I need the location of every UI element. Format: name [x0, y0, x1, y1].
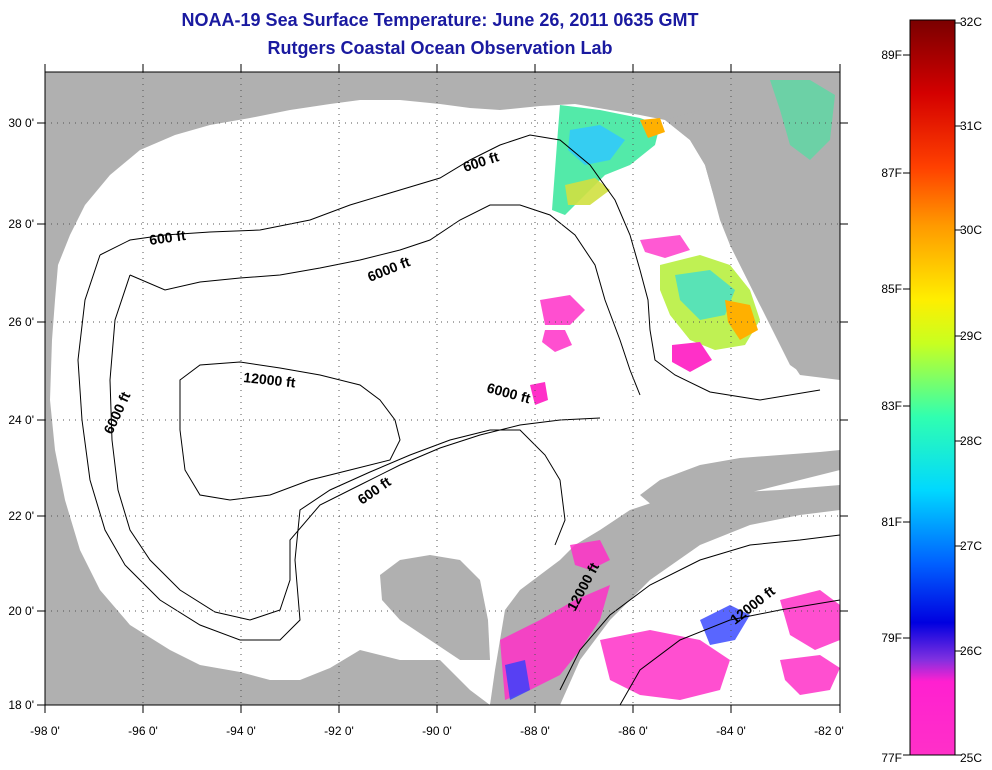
y-tick-label: 26 0'	[8, 315, 34, 329]
contour-6000ft	[129, 204, 641, 396]
celsius-label: 25C	[960, 751, 982, 765]
fahrenheit-label: 83F	[881, 399, 902, 413]
celsius-label: 31C	[960, 119, 982, 133]
fahrenheit-label: 81F	[881, 515, 902, 529]
x-tick-label: -98 0'	[30, 724, 60, 738]
fahrenheit-label: 79F	[881, 631, 902, 645]
celsius-label: 29C	[960, 329, 982, 343]
x-tick-label: -88 0'	[520, 724, 550, 738]
x-tick-label: -92 0'	[324, 724, 354, 738]
contour-caribbean	[559, 534, 840, 691]
map-title: NOAA-19 Sea Surface Temperature: June 26…	[181, 10, 699, 30]
contour-label-12000-center: 12000 ft	[243, 369, 297, 390]
x-tick-label: -94 0'	[226, 724, 256, 738]
x-tick-label: -82 0'	[814, 724, 844, 738]
y-tick-label: 20 0'	[8, 604, 34, 618]
colorbar	[909, 19, 956, 756]
tick-marks	[37, 64, 848, 713]
y-tick-label: 30 0'	[8, 116, 34, 130]
map-subtitle: Rutgers Coastal Ocean Observation Lab	[267, 38, 613, 58]
fahrenheit-label: 89F	[881, 48, 902, 62]
cuba-land	[640, 450, 840, 512]
x-tick-label: -86 0'	[618, 724, 648, 738]
contour-600ft	[99, 134, 821, 401]
map-frame	[44, 71, 841, 706]
contour-600ft-west	[77, 254, 566, 641]
colorbar-celsius-labels: 32C 31C 30C 29C 28C 27C 26C 25C	[960, 15, 982, 765]
celsius-label: 28C	[960, 434, 982, 448]
y-tick-label: 28 0'	[8, 217, 34, 231]
celsius-label: 30C	[960, 223, 982, 237]
celsius-label: 32C	[960, 15, 982, 29]
y-tick-label: 22 0'	[8, 509, 34, 523]
fahrenheit-label: 77F	[881, 751, 902, 765]
contour-12000ft	[179, 361, 401, 501]
grid-lines	[45, 72, 840, 705]
fahrenheit-label: 85F	[881, 282, 902, 296]
contour-6000ft-west	[109, 274, 601, 621]
colorbar-fahrenheit-labels: 89F 87F 85F 83F 81F 79F 77F	[881, 48, 902, 765]
y-axis-labels: 30 0' 28 0' 26 0' 24 0' 22 0' 20 0' 18 0…	[8, 116, 34, 712]
x-tick-label: -84 0'	[716, 724, 746, 738]
map-plot-area	[45, 72, 840, 705]
celsius-label: 26C	[960, 644, 982, 658]
sst-patches	[500, 80, 840, 700]
x-tick-label: -90 0'	[422, 724, 452, 738]
bathymetry-contours	[77, 134, 840, 705]
x-axis-labels: -98 0' -96 0' -94 0' -92 0' -90 0' -88 0…	[30, 724, 844, 738]
contour-caribbean-2	[619, 599, 840, 705]
yucatan-water-gap	[380, 555, 490, 660]
celsius-label: 27C	[960, 539, 982, 553]
x-tick-label: -96 0'	[128, 724, 158, 738]
colorbar-ticks	[903, 22, 962, 756]
y-tick-label: 18 0'	[8, 698, 34, 712]
contour-label-600-west: 600 ft	[148, 227, 187, 248]
y-tick-label: 24 0'	[8, 413, 34, 427]
fahrenheit-label: 87F	[881, 166, 902, 180]
